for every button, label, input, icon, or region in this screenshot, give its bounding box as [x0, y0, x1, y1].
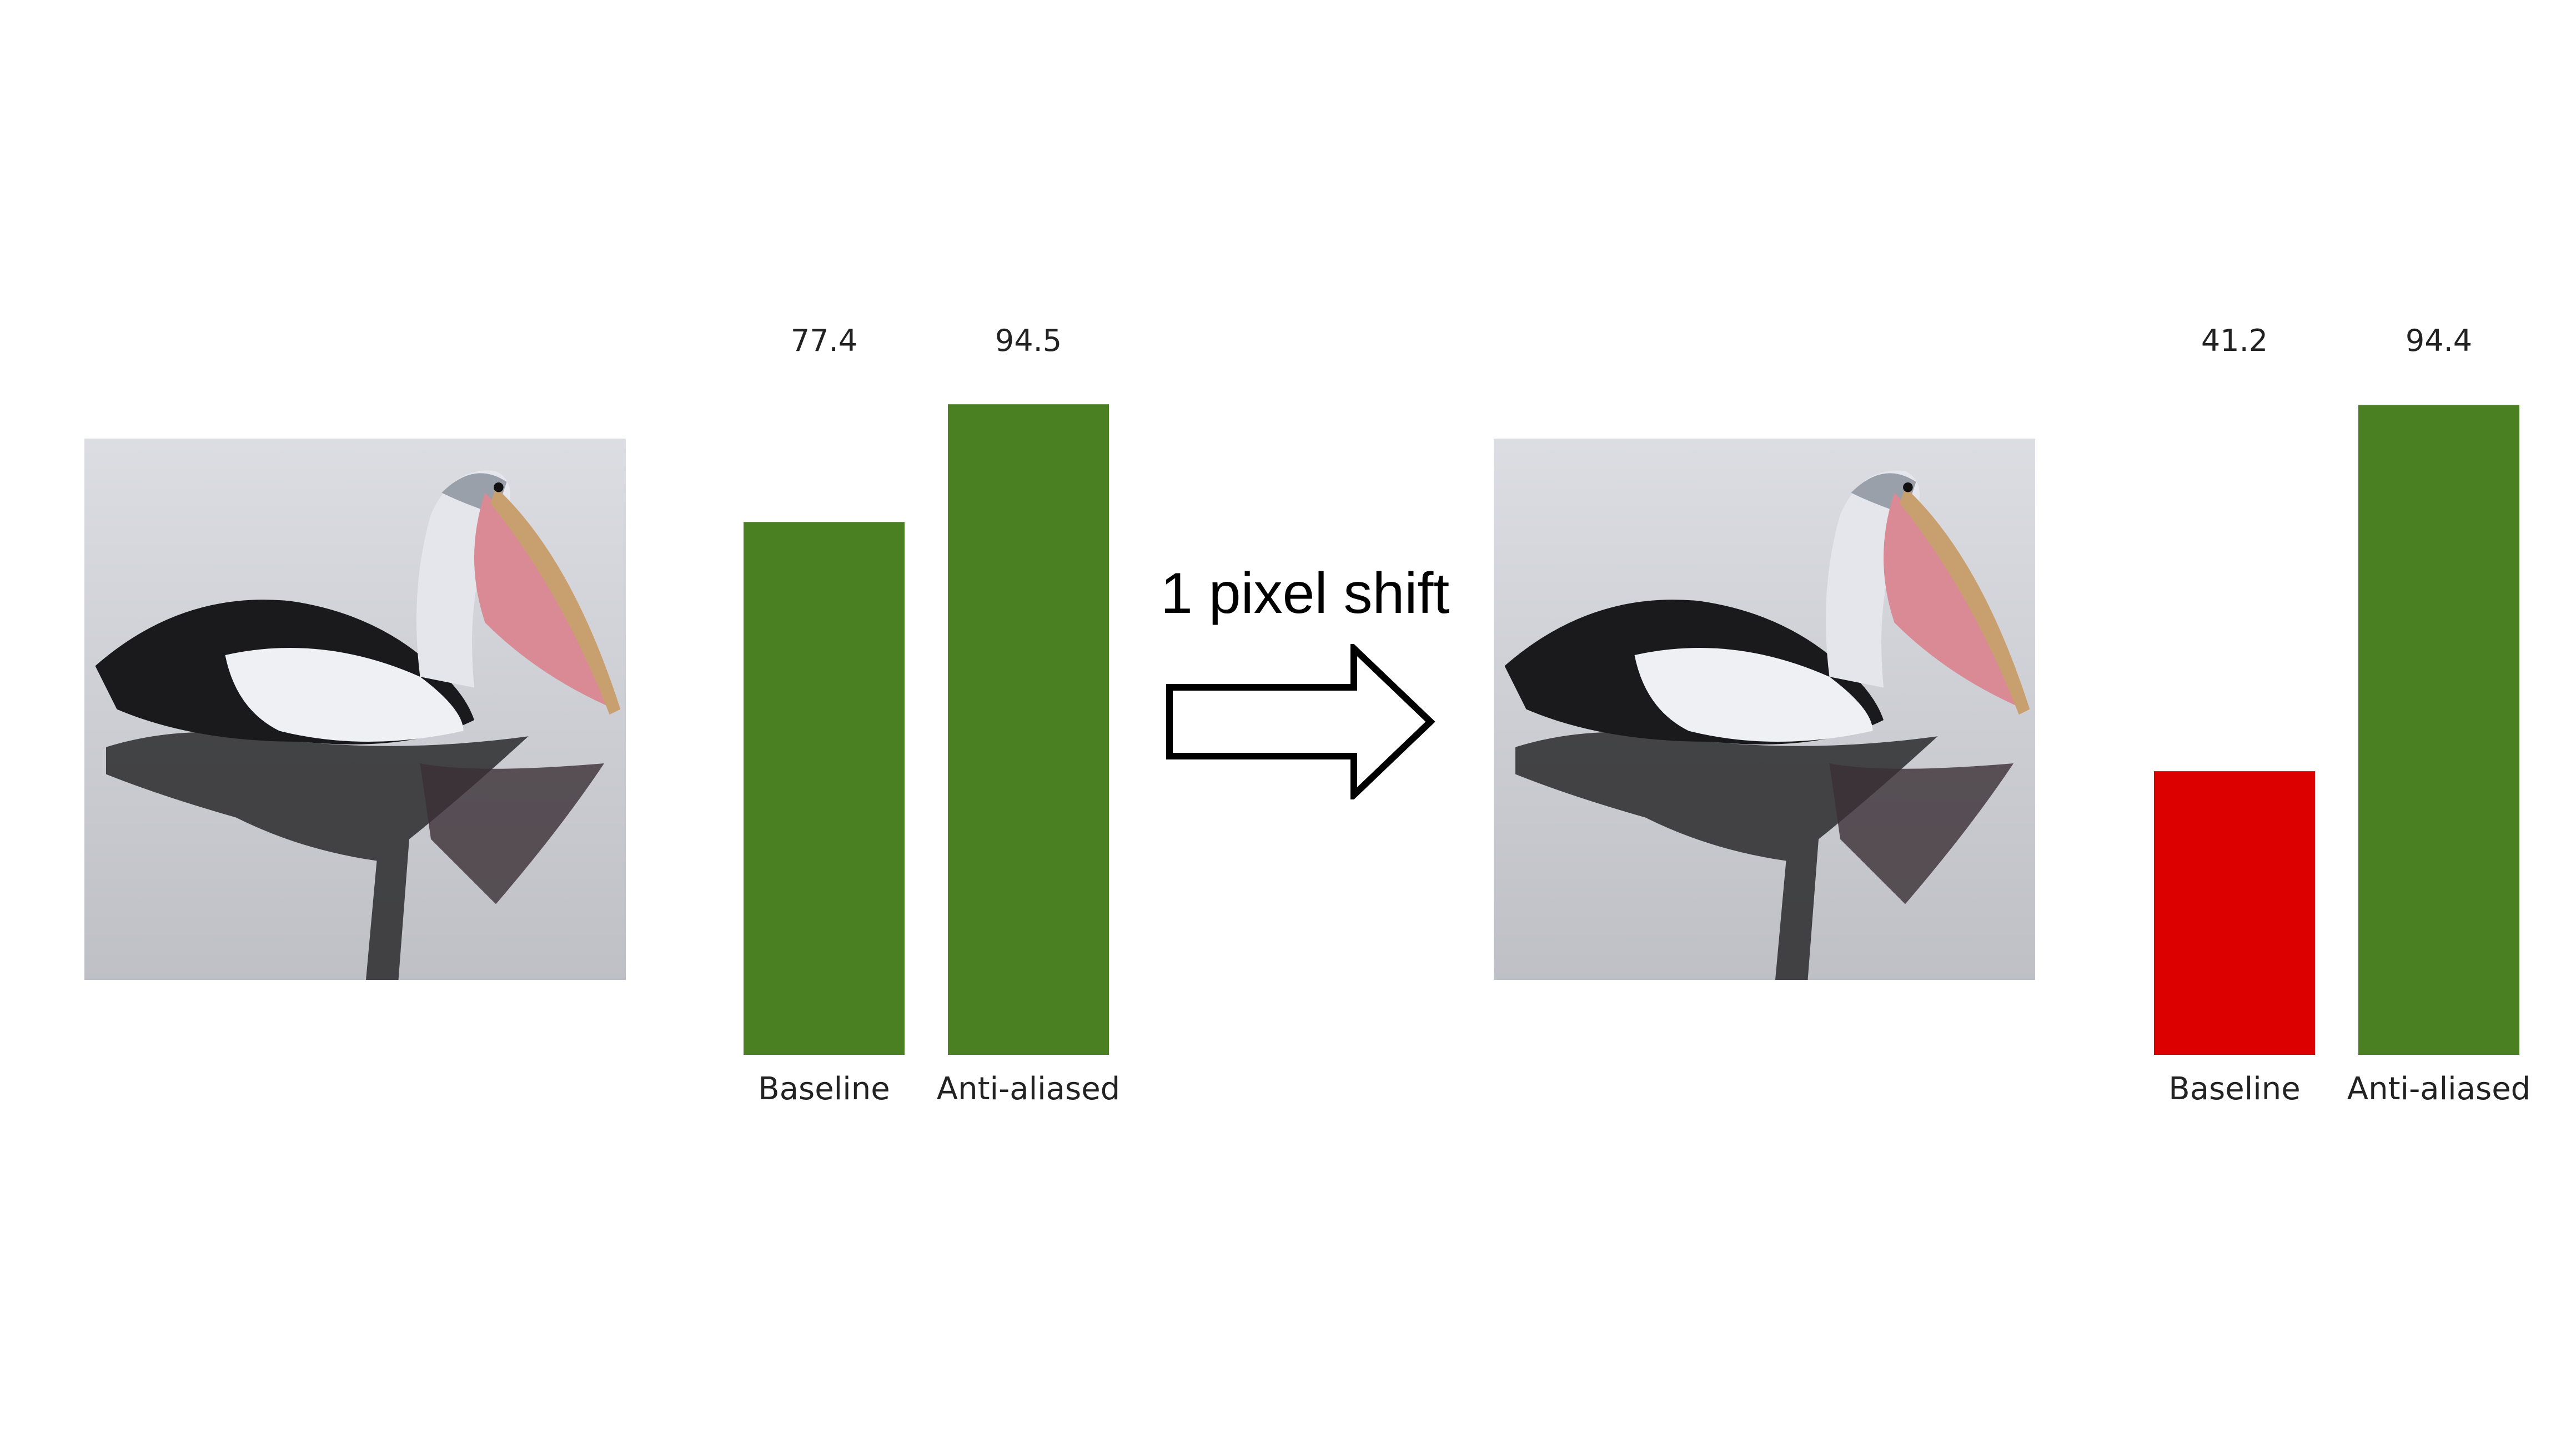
category-label: Baseline	[758, 1071, 890, 1107]
accuracy-chart-original: 77.4 Baseline 94.5 Anti-aliased	[722, 322, 1120, 1127]
pelican-image-original	[84, 439, 626, 980]
value-label: 94.4	[2406, 323, 2472, 358]
accuracy-bar-chart: 77.4 Baseline 94.5 Anti-aliased	[744, 323, 1120, 1107]
pelican-image-shifted	[1494, 439, 2035, 980]
value-label: 94.5	[995, 323, 1062, 358]
shift-label: 1 pixel shift	[1161, 561, 1450, 626]
accuracy-bar-chart: 41.2 Baseline 94.4 Anti-aliased	[2154, 323, 2530, 1107]
category-label: Baseline	[2168, 1071, 2300, 1107]
right-arrow-icon	[1165, 644, 1437, 799]
category-label: Anti-aliased	[937, 1071, 1120, 1107]
bar-baseline	[2154, 771, 2315, 1055]
accuracy-chart-shifted: 41.2 Baseline 94.4 Anti-aliased	[2132, 322, 2530, 1127]
value-label: 77.4	[791, 323, 857, 358]
bar-anti-aliased	[948, 404, 1109, 1055]
value-label: 41.2	[2201, 323, 2268, 358]
bar-anti-aliased	[2358, 405, 2519, 1055]
bar-baseline	[744, 522, 905, 1055]
category-label: Anti-aliased	[2347, 1071, 2530, 1107]
